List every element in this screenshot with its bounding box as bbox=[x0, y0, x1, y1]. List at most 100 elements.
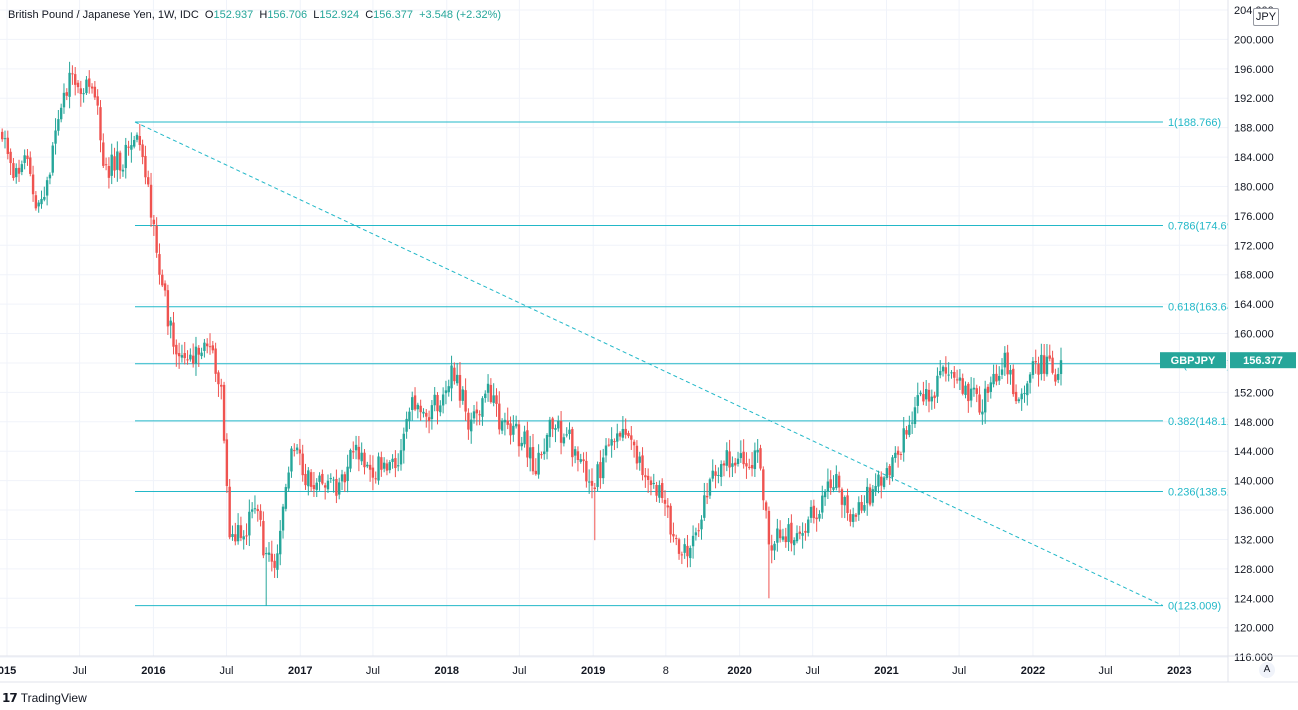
price-axis-background bbox=[1228, 0, 1298, 656]
candle-body bbox=[175, 344, 178, 355]
currency-button[interactable]: JPY bbox=[1253, 8, 1279, 26]
candle-body bbox=[638, 456, 641, 463]
candle-body bbox=[222, 384, 226, 441]
candle-body bbox=[127, 146, 130, 148]
candle-body bbox=[352, 451, 355, 453]
candle-body bbox=[596, 464, 599, 487]
candle-body bbox=[554, 428, 557, 430]
candle-body bbox=[1031, 361, 1035, 375]
price-tick-label: 136.000 bbox=[1234, 505, 1274, 517]
time-axis[interactable]: 015 Jul 2016 Jul 2017 Jul 2018 Jul 2019 8 2020 Jul 2… bbox=[0, 655, 1298, 683]
candle-body bbox=[329, 478, 332, 480]
tradingview-logo[interactable]: 𝟭𝟳 TradingView bbox=[2, 691, 87, 705]
candle-body bbox=[933, 395, 936, 399]
candle-body bbox=[1051, 357, 1054, 373]
candle-body bbox=[158, 254, 161, 275]
candle-body bbox=[630, 435, 633, 440]
candle-body bbox=[40, 198, 43, 205]
candle-body bbox=[896, 450, 900, 455]
price-axis[interactable]: 204.000200.000196.000192.000188.000184.0… bbox=[1227, 0, 1298, 682]
candle-body bbox=[236, 525, 240, 542]
candle-body bbox=[191, 355, 195, 364]
fib-level-label: 1(188.766) bbox=[1168, 117, 1221, 129]
candle-body bbox=[17, 167, 21, 174]
candle-body bbox=[214, 348, 217, 374]
candle-body bbox=[422, 411, 425, 414]
candle-body bbox=[773, 543, 776, 551]
candle-body bbox=[203, 342, 206, 351]
candle-body bbox=[262, 521, 265, 556]
price-tick-label: 188.000 bbox=[1234, 123, 1274, 135]
candle-body bbox=[186, 359, 189, 361]
fib-retracement-lines[interactable] bbox=[134, 121, 1163, 607]
candle-body bbox=[318, 475, 321, 482]
candle-body bbox=[874, 485, 877, 492]
price-tick-label: 176.000 bbox=[1234, 211, 1274, 223]
candle-body bbox=[863, 505, 866, 511]
candle-body bbox=[714, 471, 717, 476]
candle-body bbox=[399, 450, 403, 465]
candle-body bbox=[444, 390, 448, 394]
candle-body bbox=[23, 155, 26, 163]
candle-body bbox=[523, 431, 526, 445]
candle-body bbox=[172, 322, 175, 347]
candle-body bbox=[975, 388, 978, 394]
candle-body bbox=[96, 96, 99, 106]
fib-level-label: 0.618(163.647) bbox=[1168, 302, 1243, 314]
time-tick-label: 2021 bbox=[874, 665, 898, 677]
candle-body bbox=[922, 393, 925, 402]
candle-body bbox=[506, 420, 509, 425]
candle-body bbox=[579, 459, 582, 462]
candle-body bbox=[908, 424, 911, 435]
candle-body bbox=[436, 394, 439, 412]
candle-body bbox=[660, 483, 664, 499]
candle-body bbox=[562, 437, 566, 444]
candle-body bbox=[225, 439, 229, 486]
candle-body bbox=[0, 131, 4, 140]
candle-body bbox=[76, 82, 80, 88]
candle-body bbox=[492, 395, 495, 403]
candle-body bbox=[860, 501, 863, 511]
candle-body bbox=[826, 481, 830, 492]
candle-body bbox=[905, 430, 908, 435]
candle-body bbox=[582, 459, 585, 462]
trend-line[interactable] bbox=[134, 121, 1164, 607]
candle-body bbox=[703, 495, 706, 518]
time-tick-label: 2023 bbox=[1167, 665, 1191, 677]
candle-body bbox=[885, 468, 889, 479]
candle-body bbox=[731, 463, 734, 467]
candle-body bbox=[669, 505, 672, 535]
candle-body bbox=[453, 367, 456, 382]
candle-body bbox=[969, 388, 973, 401]
candle-body bbox=[964, 385, 967, 395]
candle-body bbox=[180, 355, 184, 358]
auto-scale-button[interactable]: A bbox=[1259, 662, 1275, 678]
candle-body bbox=[368, 464, 372, 470]
candle-body bbox=[708, 479, 712, 496]
candle-body bbox=[500, 420, 504, 431]
candle-body bbox=[26, 155, 29, 160]
candle-body bbox=[82, 93, 85, 95]
candle-body bbox=[734, 462, 737, 466]
candle-body bbox=[545, 434, 549, 452]
candle-body bbox=[568, 429, 571, 434]
price-tick-label: 172.000 bbox=[1234, 240, 1274, 252]
candle-body bbox=[290, 448, 293, 472]
candle-body bbox=[447, 386, 450, 393]
candle-body bbox=[464, 390, 467, 412]
candle-body bbox=[795, 533, 799, 542]
candle-body bbox=[851, 514, 855, 522]
candle-body bbox=[481, 398, 484, 417]
candle-body bbox=[812, 505, 816, 519]
candle-body bbox=[571, 429, 574, 458]
candle-body bbox=[177, 353, 181, 357]
candle-body bbox=[132, 139, 136, 147]
candle-body bbox=[512, 425, 515, 435]
candle-body bbox=[697, 530, 700, 532]
candle-body bbox=[927, 389, 931, 402]
symbol-marker-box bbox=[1160, 352, 1226, 369]
candle-body bbox=[135, 134, 139, 140]
candle-body bbox=[51, 145, 54, 173]
candle-body bbox=[161, 274, 164, 286]
